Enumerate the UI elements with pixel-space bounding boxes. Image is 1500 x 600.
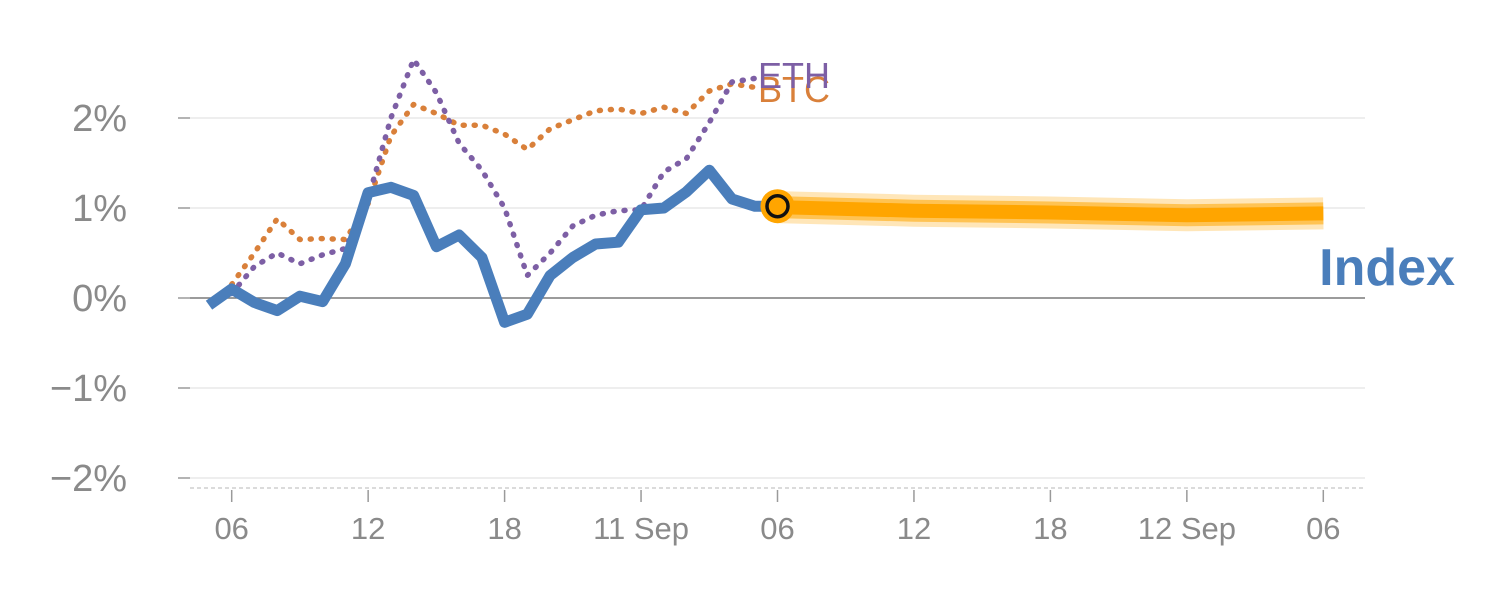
x-tick-label: 06 xyxy=(760,511,794,546)
y-tick-label: −1% xyxy=(50,368,127,410)
x-tick-label: 12 xyxy=(351,511,385,546)
forecast-line xyxy=(777,200,1324,223)
y-tick-label: −2% xyxy=(50,458,127,500)
series-label-index: Index xyxy=(1319,239,1455,297)
series-label-eth: ETH xyxy=(758,55,830,96)
series-line-btc xyxy=(228,81,758,288)
x-axis: 06 12 18 11 Sep 06 12 18 12 Sep 06 xyxy=(190,487,1365,546)
x-tick-label: 12 xyxy=(897,511,931,546)
x-tick-label: 11 Sep xyxy=(593,511,689,546)
x-tick-label: 06 xyxy=(1306,511,1340,546)
y-tick-label: 2% xyxy=(72,98,127,140)
x-tick-label: 12 Sep xyxy=(1138,511,1236,546)
series-line-eth xyxy=(228,56,758,297)
series-lines xyxy=(205,56,1324,328)
y-tick-label: 0% xyxy=(72,278,127,320)
y-tick-label: 1% xyxy=(72,188,127,230)
gridlines xyxy=(190,117,1365,479)
y-axis: 2% 1% 0% −1% −2% xyxy=(50,98,190,500)
current-value-marker xyxy=(765,193,790,219)
series-label-btc: BTC xyxy=(758,69,830,110)
x-tick-label: 18 xyxy=(487,511,521,546)
series-line-index xyxy=(205,164,778,328)
x-tick-label: 06 xyxy=(214,511,248,546)
x-tick-label: 18 xyxy=(1033,511,1067,546)
